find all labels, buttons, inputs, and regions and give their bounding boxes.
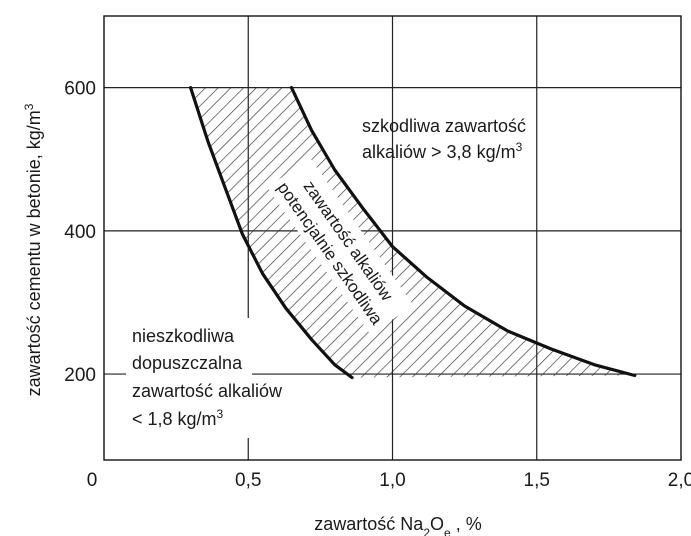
y-axis-title-main: zawartość cementu w betonie, kg/m [24,110,44,396]
x-tick-label: 0,5 [235,470,261,491]
y-tick-label: 400 [64,222,96,243]
boundary-curves [189,86,637,380]
safe-region-label-line1: nieszkodliwa [132,326,235,346]
plot-frame [103,15,682,461]
safe-region-label: nieszkodliwa dopuszczalna zawartość alka… [126,318,283,438]
y-axis-title-sup: 3 [22,103,36,110]
x-tick-label: 1,0 [379,470,405,491]
lower-boundary-curve [189,86,354,380]
x-tick-label: 1,5 [524,470,550,491]
x-tick-label: 2,0 [668,470,691,491]
hatched-band [190,87,635,378]
x-tick-label: 0 [87,470,98,491]
harmful-region-label-line1: szkodliwa zawartość [362,116,526,136]
x-axis-title: zawartość Na2Oe , % [314,514,481,536]
safe-region-label-line2: dopuszczalna [132,353,243,373]
tick-labels: 0 0,5 1,0 1,5 2,0 200 400 600 [64,79,691,491]
harmful-region-label-line2: alkaliów > 3,8 kg/m3 [362,140,523,162]
safe-region-label-line4: < 1,8 kg/m3 [132,407,224,429]
upper-boundary-curve [289,86,637,378]
y-tick-label: 200 [64,365,96,386]
y-axis-title: zawartość cementu w betonie, kg/m3 [22,103,44,396]
y-tick-label: 600 [64,79,96,100]
safe-region-label-line3: zawartość alkaliów [132,381,283,401]
